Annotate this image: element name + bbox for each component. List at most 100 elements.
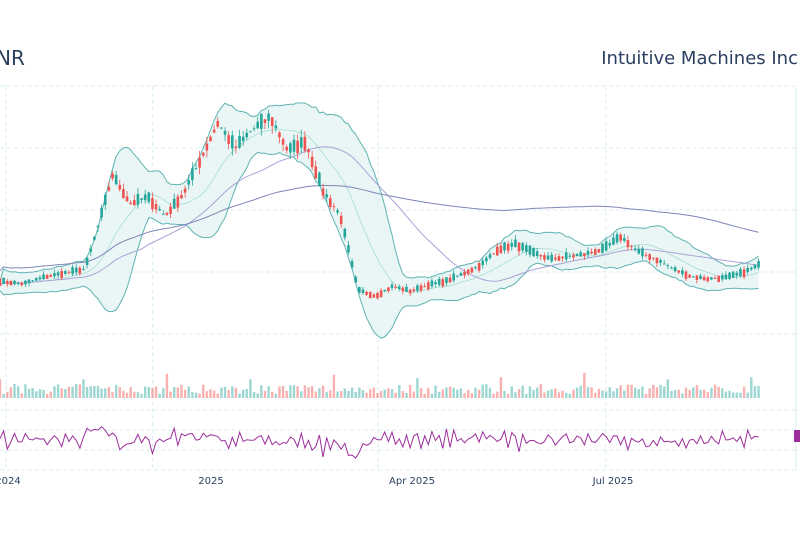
volume-bar (343, 388, 347, 398)
volume-bar (13, 384, 16, 398)
volume-bar (122, 390, 125, 398)
volume-bar (35, 391, 38, 398)
candle-body (100, 208, 103, 218)
volume-bar (93, 386, 96, 398)
candle-body (31, 280, 34, 282)
candle-body (524, 245, 528, 252)
volume-bar (452, 387, 455, 398)
candle-body (492, 253, 495, 255)
volume-bar (659, 384, 662, 398)
volume-bar (710, 387, 713, 398)
volume-bar (713, 384, 717, 398)
volume-bar (561, 390, 564, 398)
candle-body (590, 251, 593, 254)
volume-bar (412, 391, 415, 398)
volume-bar (205, 391, 209, 398)
candle-body (437, 278, 441, 285)
volume-bar (688, 389, 691, 398)
candle-body (575, 253, 579, 257)
candle-body (742, 269, 746, 277)
candle-body (136, 193, 140, 205)
candle-body (180, 194, 183, 199)
candle-body (176, 196, 180, 208)
candle-body (459, 273, 463, 276)
candle-body (53, 272, 56, 277)
candle-body (728, 272, 731, 279)
candle-body (285, 146, 289, 151)
volume-bar (249, 379, 252, 398)
candle-body (78, 267, 82, 274)
candle-body (321, 188, 325, 196)
volume-bar (423, 393, 426, 398)
volume-bar (394, 392, 397, 398)
candle-body (681, 270, 684, 275)
candle-body (249, 131, 252, 133)
candle-body (405, 286, 408, 292)
volume-bar (568, 393, 572, 398)
volume-bar (143, 386, 147, 398)
candle-body (358, 287, 361, 293)
candle-body (394, 286, 397, 288)
sma200-line (0, 185, 759, 272)
candle-body (412, 289, 416, 292)
volume-bar (517, 389, 521, 398)
volume-bar (565, 392, 568, 398)
candle-body (535, 251, 539, 257)
volume-bar (169, 391, 172, 398)
candle-body (735, 272, 739, 276)
volume-bar (699, 389, 702, 398)
chart-title: Intuitive Machines Inc (601, 48, 798, 69)
candle-body (677, 270, 681, 273)
candle-body (612, 237, 615, 245)
candle-body (299, 137, 303, 148)
volume-bar (369, 389, 372, 398)
candle-body (9, 280, 13, 286)
candle-body (267, 113, 270, 121)
candle-body (314, 166, 318, 179)
candle-body (34, 277, 38, 281)
candle-body (488, 254, 492, 259)
volume-bar (339, 391, 343, 398)
candle-body (604, 241, 608, 251)
volume-bar (594, 392, 597, 398)
candle-body (93, 236, 96, 240)
volume-bar (398, 385, 401, 398)
candle-body (619, 234, 622, 241)
volume-bar (183, 389, 187, 398)
volume-bar (314, 391, 317, 398)
volume-bar (543, 392, 546, 398)
volume-bar (721, 388, 724, 398)
volume-bar (129, 387, 132, 398)
volume-bar (42, 389, 45, 398)
volume-bar (572, 389, 575, 398)
candle-body (0, 278, 2, 286)
volume-bar (271, 391, 274, 398)
candle-body (42, 274, 45, 280)
candle-body (550, 254, 553, 262)
volume-bar (16, 386, 20, 398)
volume-bar (274, 393, 278, 398)
volume-bar (256, 393, 259, 398)
candle-body (586, 250, 590, 255)
candle-body (695, 275, 699, 280)
candle-body (699, 275, 702, 279)
candle-body (368, 291, 372, 299)
volume-bar (332, 374, 336, 398)
volume-bar (496, 391, 499, 398)
volume-bar (281, 385, 285, 398)
volume-bar (354, 391, 357, 398)
volume-bar (38, 389, 42, 398)
candle-body (71, 267, 74, 274)
volume-bar (71, 386, 74, 398)
bollinger-middle (0, 128, 759, 293)
volume-bar (31, 387, 34, 398)
candle-body (510, 243, 514, 247)
volume-bar (666, 379, 670, 398)
candle-body (506, 243, 510, 251)
candle-body (198, 157, 201, 168)
candle-body (332, 206, 336, 208)
candle-body (662, 263, 666, 265)
candle-body (724, 274, 728, 280)
candle-body (434, 282, 437, 285)
